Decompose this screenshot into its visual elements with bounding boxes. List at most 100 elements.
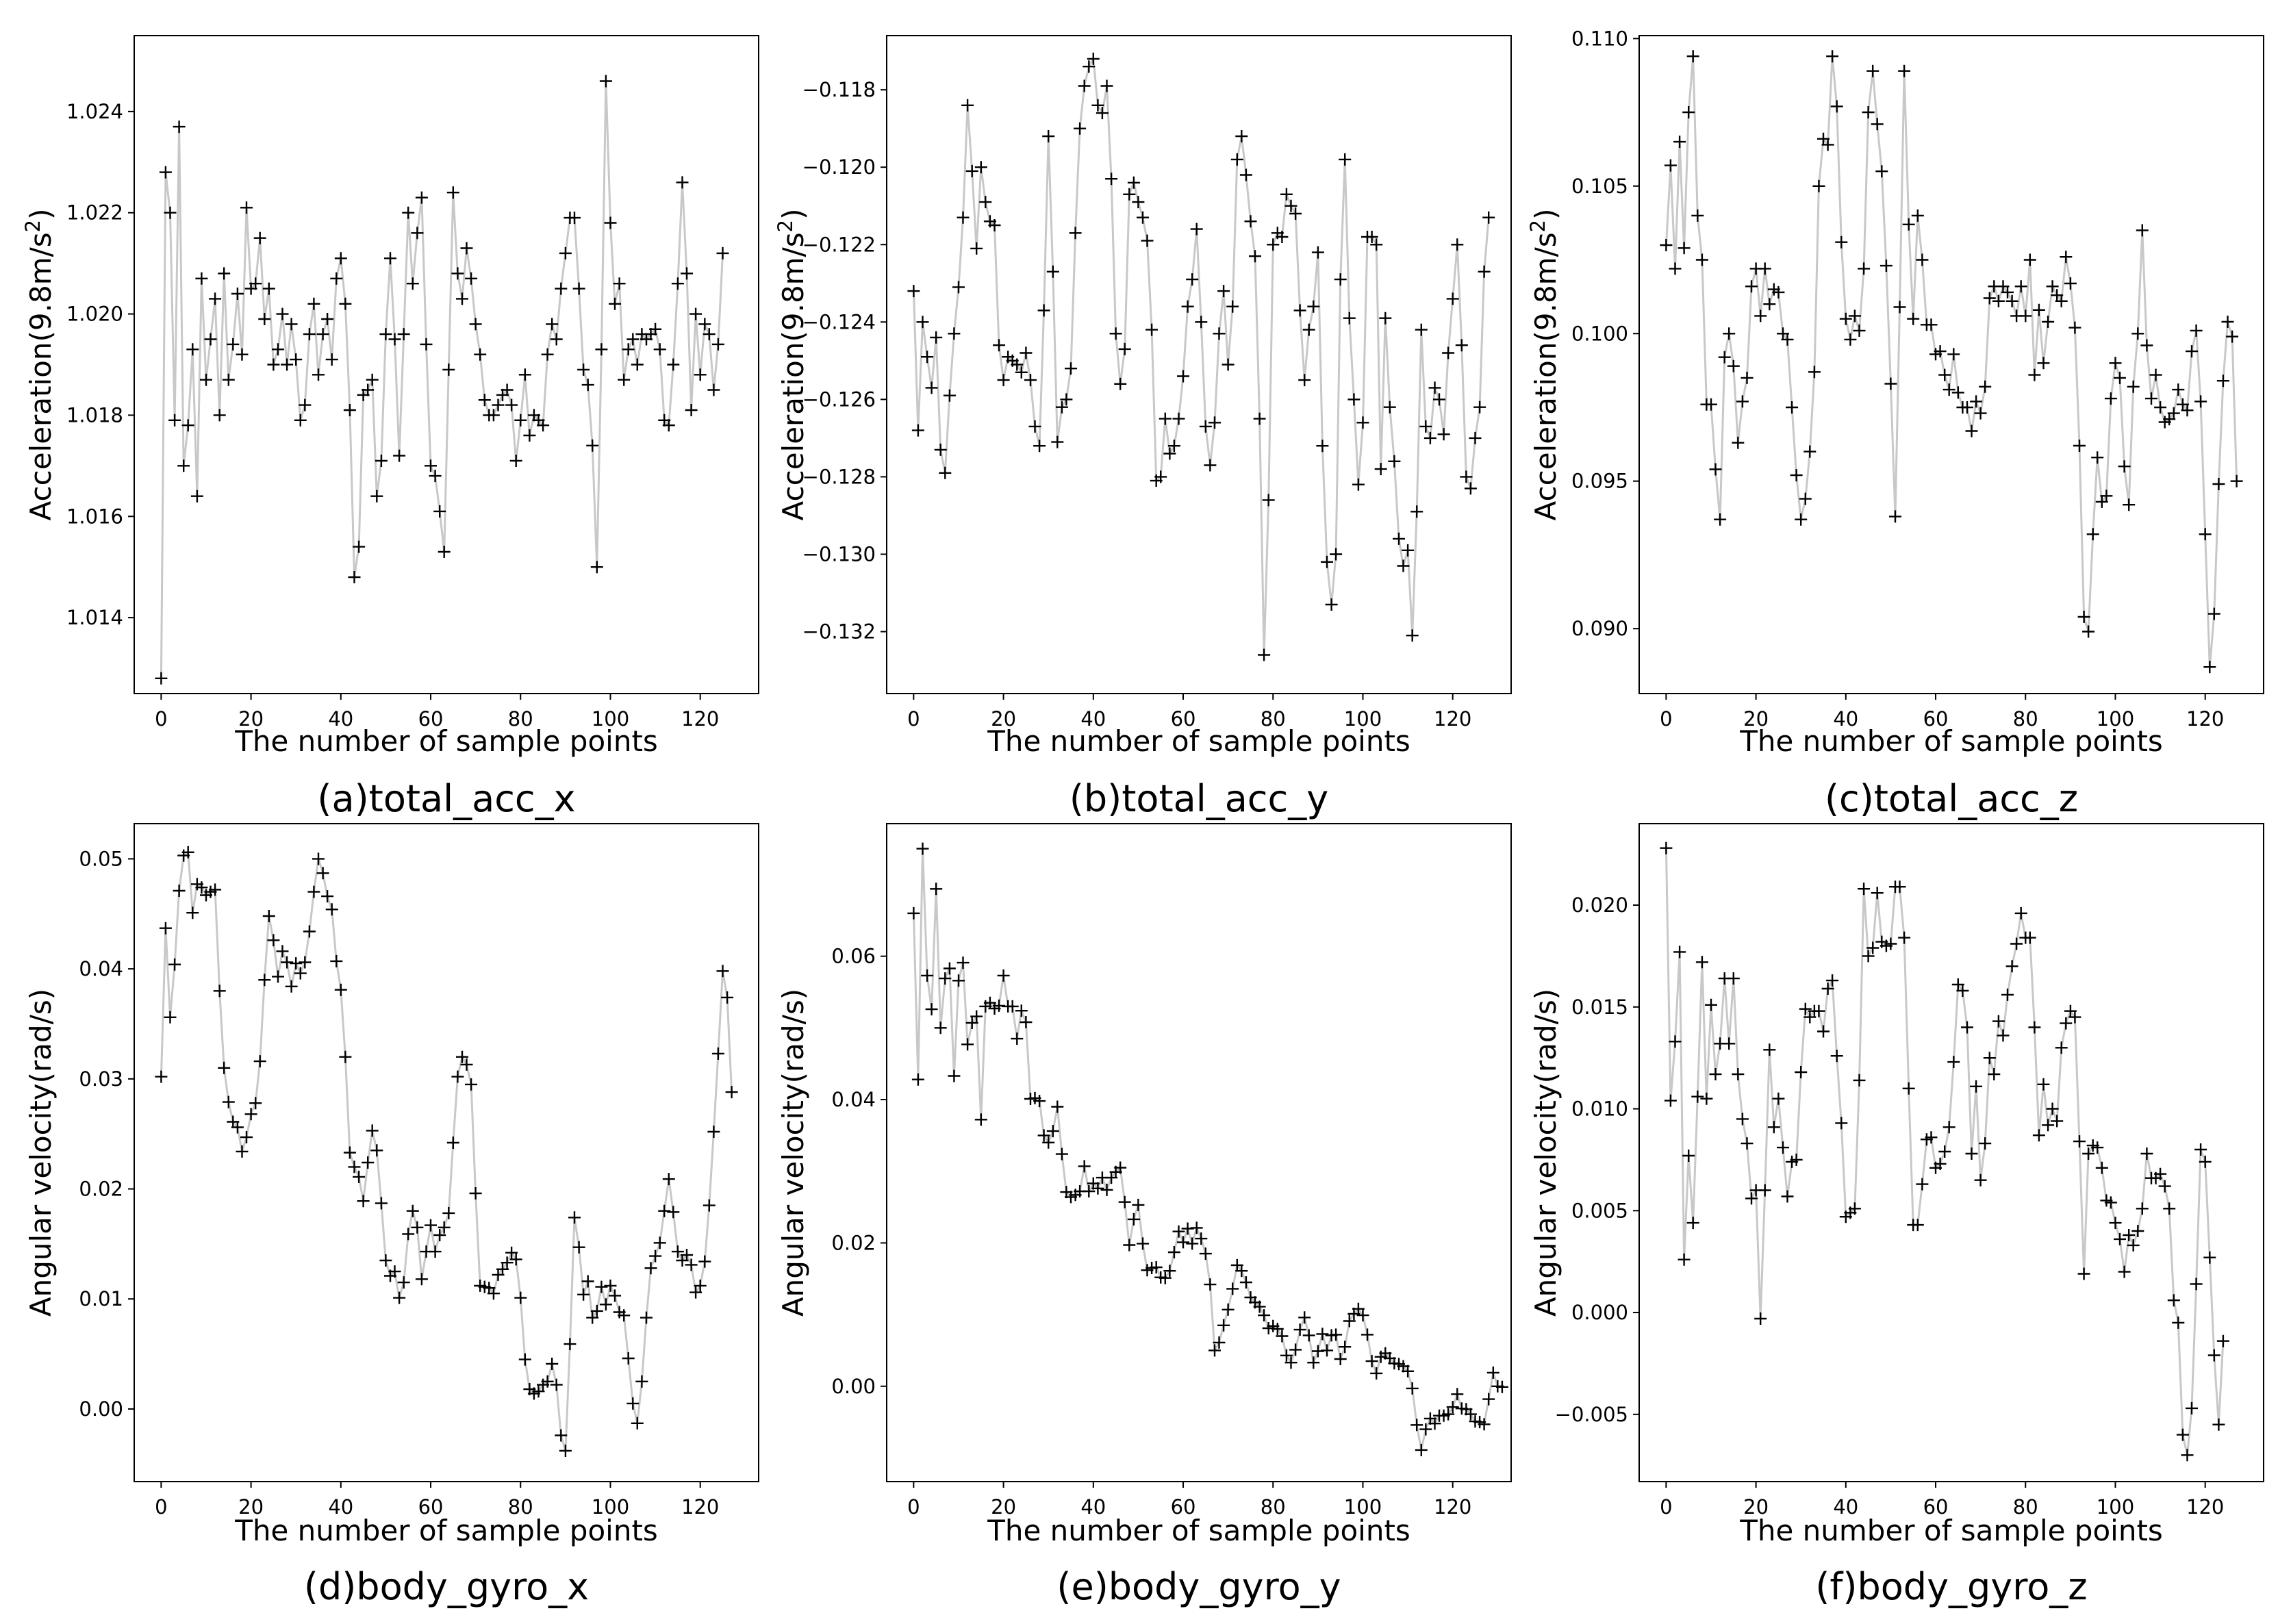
data-point <box>559 1445 572 1457</box>
data-point <box>2005 960 2018 973</box>
data-point <box>209 292 222 305</box>
data-point <box>1226 300 1239 313</box>
data-point <box>725 1086 738 1099</box>
data-point <box>451 267 464 280</box>
y-axis-label-end: ) <box>776 209 810 220</box>
data-point <box>911 1073 924 1086</box>
data-point <box>550 1378 563 1391</box>
data-point <box>1132 1198 1145 1211</box>
x-tick-label: 80 <box>1261 707 1286 731</box>
data-point <box>907 906 920 919</box>
y-tick-label: 0.03 <box>79 1067 123 1091</box>
data-point <box>1042 1136 1055 1149</box>
data-point <box>1875 165 1888 178</box>
data-point <box>1970 395 1983 408</box>
data-point <box>1321 1344 1333 1357</box>
data-point <box>1799 1002 1812 1015</box>
x-tick-label: 120 <box>2186 1495 2224 1519</box>
y-tick-label: 0.015 <box>1571 995 1628 1019</box>
data-point <box>1024 374 1037 387</box>
data-point <box>698 1255 711 1268</box>
data-point <box>1033 1095 1046 1108</box>
data-point <box>1298 374 1311 387</box>
data-point <box>1239 1276 1252 1289</box>
data-point <box>1046 265 1059 278</box>
data-point <box>1942 383 1955 396</box>
data-point <box>604 216 617 229</box>
data-point <box>231 288 244 300</box>
data-point <box>213 985 226 998</box>
data-point <box>1916 253 1929 266</box>
data-point <box>353 1170 366 1183</box>
data-point <box>1276 231 1289 243</box>
data-point <box>1370 1367 1383 1380</box>
data-point <box>1199 1247 1212 1260</box>
y-axis-label: Acceleration(9.8m/s2) <box>1526 209 1562 521</box>
data-point <box>2118 1265 2131 1278</box>
data-point <box>2136 224 2149 237</box>
data-point <box>415 1273 428 1286</box>
data-point <box>1316 1328 1329 1341</box>
y-tick-label: 0.020 <box>1571 893 1628 917</box>
x-tick-label: 60 <box>1171 1495 1196 1519</box>
data-point <box>393 449 406 462</box>
data-point <box>694 368 707 381</box>
data-point <box>1249 250 1261 263</box>
data-point <box>948 327 961 340</box>
data-point <box>1464 482 1477 495</box>
data-point <box>1186 1237 1199 1250</box>
data-point <box>952 974 965 987</box>
data-point <box>586 1311 599 1324</box>
data-point <box>1754 309 1767 322</box>
data-point <box>974 1113 987 1126</box>
data-point <box>2190 324 2203 337</box>
data-point <box>244 1108 257 1121</box>
data-point <box>159 922 172 935</box>
data-point <box>925 381 938 394</box>
data-point <box>429 470 442 483</box>
data-point <box>2077 1267 2090 1280</box>
data-point <box>537 419 550 432</box>
y-axis-label-end: ) <box>24 209 58 220</box>
data-point <box>173 885 186 897</box>
data-point <box>509 1253 522 1266</box>
data-point <box>353 540 366 553</box>
data-point <box>1230 153 1243 166</box>
data-point <box>213 409 226 422</box>
data-point <box>1020 1016 1033 1028</box>
data-point <box>348 571 361 583</box>
data-point <box>1127 176 1140 189</box>
data-point <box>299 398 312 411</box>
data-point <box>2181 1449 2194 1462</box>
data-point <box>1146 323 1159 336</box>
data-point <box>1992 1015 2005 1028</box>
data-point <box>1195 1232 1208 1245</box>
y-tick-label: −0.130 <box>802 542 876 566</box>
data-point <box>2140 339 2153 352</box>
data-point <box>316 867 329 880</box>
data-point <box>653 1236 666 1249</box>
data-point <box>907 285 920 298</box>
axes-frame <box>134 823 759 1482</box>
data-point <box>707 1126 720 1138</box>
y-axis-label-superscript: 2 <box>774 220 797 232</box>
data-point <box>1100 79 1113 92</box>
data-point <box>258 313 271 325</box>
x-tick-label: 20 <box>238 1495 264 1519</box>
data-point <box>1754 1312 1767 1325</box>
data-point <box>577 1288 590 1301</box>
chart-panel-6: 0 20 40 60 80 100 120 −0.005 0.000 0.005 0.010 0.01… <box>1529 823 2264 1608</box>
data-point <box>555 282 568 295</box>
data-point <box>2023 253 2036 266</box>
data-point <box>429 1245 442 1258</box>
data-point <box>2032 1129 2045 1142</box>
data-point <box>970 1010 983 1023</box>
data-point <box>1069 227 1082 240</box>
data-point <box>1974 407 1987 420</box>
data-point <box>379 1254 392 1267</box>
data-point <box>1983 292 1996 305</box>
data-point <box>1284 1356 1298 1369</box>
data-point <box>1055 1147 1068 1160</box>
data-point <box>2136 1202 2149 1215</box>
